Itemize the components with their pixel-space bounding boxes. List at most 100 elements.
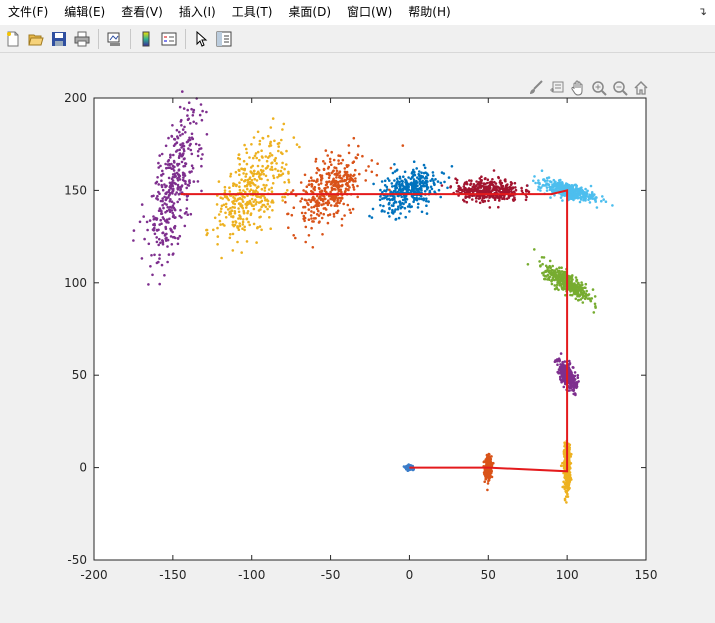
scatter-point	[170, 134, 173, 138]
scatter-point	[558, 371, 562, 375]
scatter-point	[255, 241, 258, 244]
scatter-point	[400, 195, 404, 199]
scatter-point	[253, 177, 256, 181]
scatter-point	[553, 287, 557, 291]
scatter-point	[327, 176, 331, 180]
dock-arrow-icon[interactable]: ↴	[697, 5, 707, 18]
scatter-point	[553, 273, 557, 277]
scatter-point	[562, 272, 566, 275]
scatter-point	[322, 212, 326, 216]
scatter-point	[488, 206, 492, 209]
zoom-in-icon[interactable]	[589, 78, 608, 97]
menu-tools[interactable]: 工具(T)	[231, 5, 273, 19]
scatter-point	[307, 218, 311, 221]
scatter-point	[248, 190, 251, 193]
pan-hand-icon[interactable]	[568, 78, 587, 97]
edit-plot-arrow-icon[interactable]	[190, 28, 212, 50]
scatter-point	[569, 467, 572, 470]
scatter-point	[399, 212, 402, 215]
x-tick-label: -50	[321, 568, 341, 582]
insert-colorbar-icon[interactable]	[135, 28, 157, 50]
menu-window[interactable]: 窗口(W)	[347, 5, 393, 19]
scatter-point	[169, 154, 172, 157]
scatter-point	[336, 197, 340, 200]
scatter-point	[260, 228, 263, 232]
scatter-point	[260, 205, 263, 209]
scatter-point	[317, 209, 320, 213]
zoom-out-icon[interactable]	[610, 78, 629, 97]
scatter-point	[190, 164, 194, 167]
scatter-point	[345, 165, 349, 168]
scatter-point	[158, 282, 161, 286]
scatter-point	[337, 159, 340, 162]
scatter-point	[230, 209, 234, 212]
save-icon[interactable]	[48, 28, 70, 50]
scatter-point	[187, 138, 190, 142]
data-tips-icon[interactable]	[547, 78, 566, 97]
scatter-point	[396, 180, 400, 183]
restore-view-home-icon[interactable]	[631, 78, 650, 97]
scatter-point	[479, 179, 483, 182]
insert-legend-icon[interactable]	[158, 28, 180, 50]
scatter-point	[329, 190, 332, 194]
scatter-point	[330, 150, 334, 154]
scatter-point	[234, 170, 238, 174]
scatter-point	[555, 283, 559, 287]
scatter-point	[520, 186, 523, 190]
scatter-point	[283, 167, 286, 171]
scatter-point	[380, 210, 384, 213]
scatter-point	[177, 185, 180, 189]
scatter-point	[370, 170, 374, 174]
scatter-point	[565, 495, 568, 498]
scatter-point	[167, 190, 170, 193]
scatter-point	[495, 188, 499, 191]
print-icon[interactable]	[71, 28, 93, 50]
scatter-point	[157, 260, 160, 264]
scatter-point	[418, 170, 421, 173]
menu-view[interactable]: 查看(V)	[121, 5, 163, 19]
scatter-point	[148, 219, 152, 222]
scatter-point	[250, 197, 254, 201]
scatter-point	[478, 196, 482, 200]
open-file-icon[interactable]	[25, 28, 47, 50]
scatter-point	[145, 220, 149, 224]
scatter-point	[319, 196, 322, 199]
scatter-point	[573, 183, 576, 187]
scatter-point	[228, 186, 231, 189]
property-inspector-icon[interactable]	[213, 28, 235, 50]
scatter-point	[245, 162, 249, 166]
scatter-point	[161, 239, 164, 242]
scatter-point	[190, 107, 193, 111]
scatter-point	[553, 284, 556, 287]
scatter-point	[318, 220, 321, 223]
scatter-point	[256, 164, 260, 168]
new-figure-icon[interactable]	[2, 28, 24, 50]
brush-icon[interactable]	[526, 78, 545, 97]
menu-edit[interactable]: 编辑(E)	[64, 5, 106, 19]
scatter-point	[390, 204, 394, 207]
scatter-point	[478, 182, 482, 186]
scatter-point	[571, 366, 575, 369]
scatter-point	[417, 202, 420, 206]
scatter-point	[273, 139, 276, 143]
link-plot-icon[interactable]	[103, 28, 125, 50]
scatter-point	[576, 374, 580, 377]
scatter-point	[147, 283, 150, 286]
scatter-point	[513, 196, 516, 199]
scatter-point	[181, 142, 184, 145]
menu-file[interactable]: 文件(F)	[8, 5, 49, 19]
scatter-point	[412, 186, 416, 190]
scatter-point	[238, 197, 242, 200]
menu-help[interactable]: 帮助(H)	[408, 5, 451, 19]
menu-desktop[interactable]: 桌面(D)	[288, 5, 332, 19]
scatter-point	[245, 184, 249, 188]
scatter-point	[584, 187, 587, 191]
scatter-point	[604, 200, 608, 203]
scatter-point	[243, 168, 246, 172]
scatter-point	[553, 181, 557, 185]
scatter-point	[177, 168, 181, 171]
scatter-point	[280, 173, 283, 177]
scatter-point	[553, 360, 557, 364]
scatter-point	[266, 207, 269, 211]
menu-insert[interactable]: 插入(I)	[178, 5, 216, 19]
